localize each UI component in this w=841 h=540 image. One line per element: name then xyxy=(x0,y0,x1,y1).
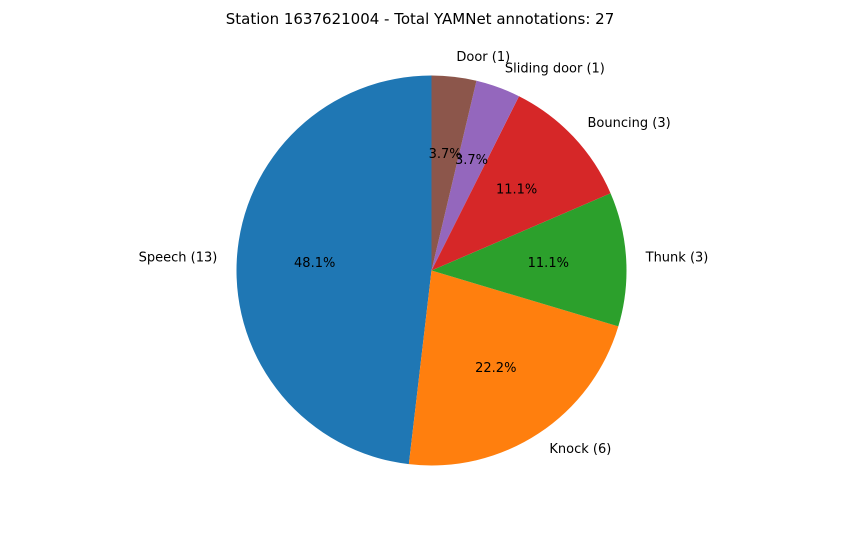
pie-slices xyxy=(236,75,627,466)
slice-label-door: Door (1) xyxy=(456,50,510,65)
slice-sliding-door xyxy=(431,80,520,271)
slice-label-speech: Speech (13) xyxy=(139,251,218,266)
slice-label-knock: Knock (6) xyxy=(549,442,611,457)
slice-knock xyxy=(408,270,619,466)
slice-percent-thunk: 11.1% xyxy=(528,256,569,271)
slice-percent-bouncing: 11.1% xyxy=(496,183,537,198)
slice-percent-door: 3.7% xyxy=(429,147,462,162)
slice-thunk xyxy=(431,193,627,327)
slice-door xyxy=(431,75,477,271)
slice-percent-speech: 48.1% xyxy=(294,256,335,271)
slice-speech xyxy=(236,75,432,465)
slice-percent-sliding-door: 3.7% xyxy=(455,153,488,168)
slice-label-thunk: Thunk (3) xyxy=(645,251,709,266)
slice-bouncing xyxy=(431,96,611,271)
chart-title: Station 1637621004 - Total YAMNet annota… xyxy=(226,10,615,28)
slice-label-bouncing: Bouncing (3) xyxy=(588,116,671,131)
slice-label-sliding-door: Sliding door (1) xyxy=(505,61,605,76)
pie-labels: Speech (13) 48.1% Knock (6) 22.2% Thunk (3) 1… xyxy=(139,50,709,457)
slice-percent-knock: 22.2% xyxy=(475,361,516,376)
